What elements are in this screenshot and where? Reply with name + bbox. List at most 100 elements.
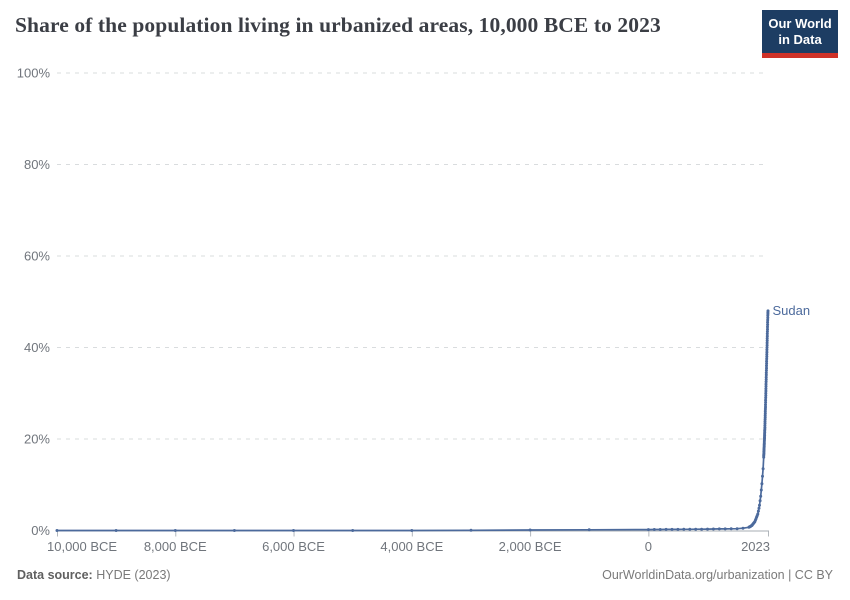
data-point	[717, 527, 721, 531]
x-tick-label: 4,000 BCE	[380, 539, 443, 554]
data-point	[646, 528, 650, 532]
data-point	[765, 332, 769, 336]
data-point	[729, 527, 733, 531]
data-point	[765, 341, 769, 345]
x-tick-label: 2023	[741, 539, 770, 554]
data-point	[765, 343, 769, 347]
x-tick-label: 0	[645, 539, 652, 554]
y-tick-label: 0%	[31, 523, 50, 538]
data-source-value: HYDE (2023)	[96, 568, 171, 582]
data-point	[410, 529, 414, 532]
x-tick-label: 6,000 BCE	[262, 539, 325, 554]
data-point	[765, 336, 769, 340]
y-tick-label: 20%	[24, 432, 50, 447]
data-point	[764, 375, 768, 379]
data-point	[764, 398, 768, 402]
data-point	[758, 503, 761, 507]
data-point	[756, 512, 760, 516]
y-tick-label: 80%	[24, 157, 50, 172]
y-tick-label: 40%	[24, 340, 50, 355]
data-point	[765, 359, 769, 363]
data-point	[682, 527, 686, 531]
data-point	[766, 309, 770, 313]
data-point	[694, 527, 698, 531]
data-point	[764, 396, 768, 400]
data-point	[763, 411, 767, 415]
data-point	[658, 528, 662, 531]
data-point	[757, 506, 761, 510]
data-point	[765, 352, 769, 356]
data-point	[741, 526, 745, 530]
data-point	[528, 528, 532, 532]
data-point	[765, 348, 769, 352]
data-point	[765, 350, 769, 354]
series-line-sudan	[57, 310, 769, 532]
data-point	[759, 494, 763, 498]
data-point	[711, 527, 715, 531]
data-point	[764, 371, 768, 375]
data-point	[670, 527, 674, 531]
data-point	[766, 325, 769, 329]
data-point	[765, 346, 769, 349]
data-point	[764, 403, 767, 407]
data-point	[765, 330, 769, 333]
data-point	[766, 318, 770, 322]
data-point	[688, 527, 692, 531]
data-point	[766, 316, 770, 320]
owid-logo-red-strip	[762, 52, 838, 58]
data-point	[676, 527, 680, 531]
data-point	[766, 323, 770, 327]
x-tick-label: 2,000 BCE	[499, 539, 562, 554]
series-label-sudan: Sudan	[773, 303, 811, 318]
data-source: Data source: HYDE (2023)	[17, 568, 171, 582]
data-point	[764, 378, 768, 381]
data-point	[723, 527, 727, 531]
data-point	[764, 389, 768, 393]
data-point	[232, 529, 236, 532]
data-source-label: Data source:	[17, 568, 93, 582]
data-point	[764, 387, 768, 391]
data-point	[759, 488, 763, 492]
data-point	[761, 467, 765, 471]
data-point	[764, 394, 768, 397]
owid-cc-by-link[interactable]: OurWorldinData.org/urbanization | CC BY	[602, 568, 833, 582]
x-tick-label: 8,000 BCE	[144, 539, 207, 554]
owid-logo-line1: Our World	[768, 16, 832, 31]
data-point	[292, 529, 295, 532]
data-point	[764, 391, 768, 395]
data-point	[760, 482, 764, 486]
data-point	[587, 528, 591, 532]
owid-logo[interactable]: Our World in Data	[762, 10, 838, 58]
data-point	[469, 528, 473, 532]
data-point	[114, 529, 118, 532]
data-point	[351, 529, 355, 532]
data-point	[765, 334, 769, 338]
data-point	[765, 355, 769, 359]
y-tick-label: 60%	[24, 249, 50, 264]
data-point	[765, 364, 768, 368]
data-point	[765, 362, 769, 365]
data-point	[761, 474, 764, 478]
data-point	[765, 357, 769, 361]
chart-footer: Data source: HYDE (2023) OurWorldinData.…	[17, 568, 833, 582]
owid-logo-line2: in Data	[778, 31, 822, 47]
data-point	[700, 527, 704, 531]
data-point	[764, 384, 768, 388]
data-point	[766, 320, 770, 324]
data-point	[765, 366, 768, 370]
data-point	[664, 527, 668, 531]
data-point	[758, 499, 762, 503]
data-point	[756, 509, 760, 513]
data-point	[764, 380, 768, 384]
data-point	[173, 529, 177, 532]
y-tick-label: 100%	[17, 66, 51, 81]
data-point	[763, 426, 767, 430]
x-tick-label: 10,000 BCE	[47, 539, 117, 554]
data-point	[55, 529, 59, 532]
data-point	[764, 368, 768, 372]
owid-logo-box: Our World in Data	[762, 10, 838, 53]
data-point	[763, 415, 767, 419]
data-point	[766, 327, 769, 331]
